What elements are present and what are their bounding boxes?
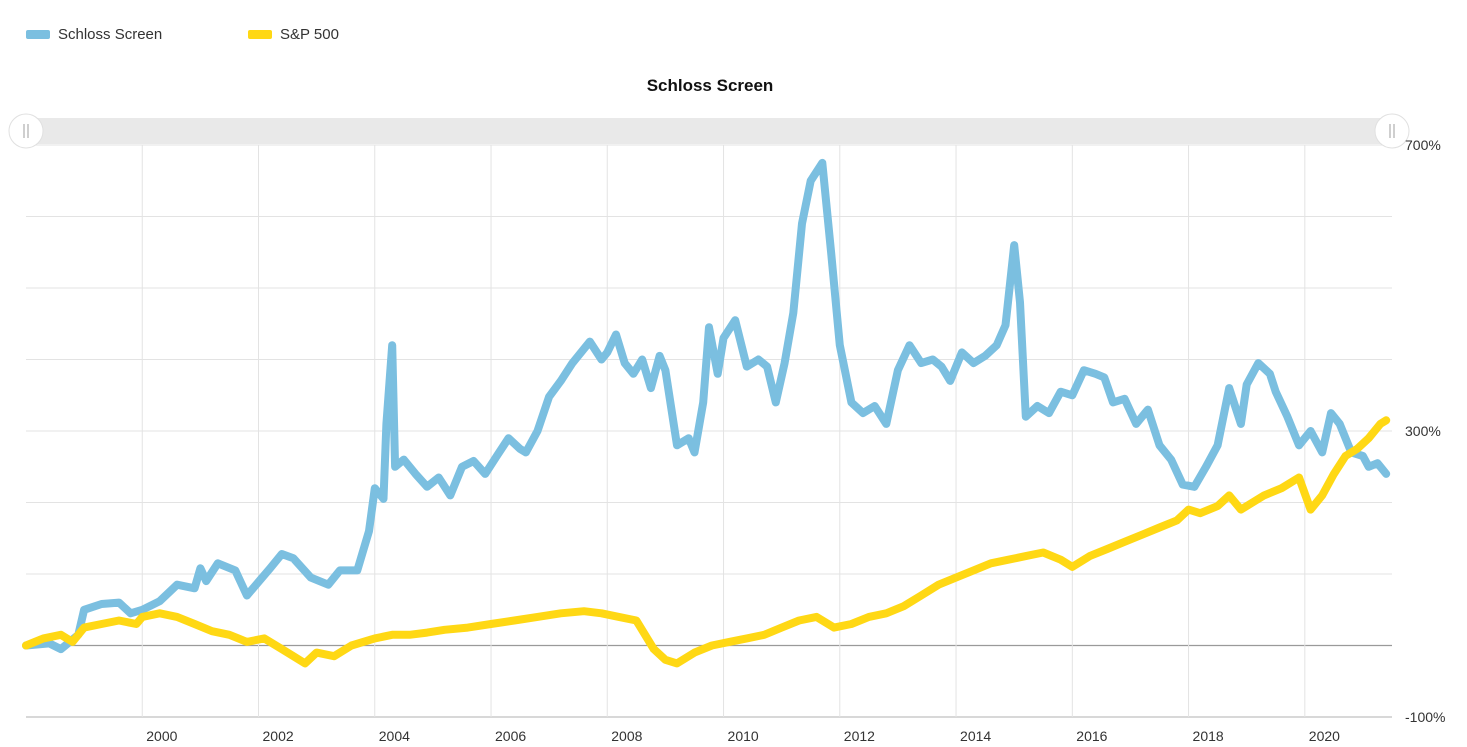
chart-legend: Schloss Screen S&P 500 <box>26 26 339 43</box>
x-tick-label: 2000 <box>146 728 177 744</box>
legend-swatch-schloss-screen <box>26 30 50 39</box>
x-tick-label: 2006 <box>495 728 526 744</box>
x-tick-label: 2004 <box>379 728 410 744</box>
x-tick-label: 2018 <box>1193 728 1224 744</box>
range-selector-track[interactable] <box>26 118 1392 144</box>
range-handle-right[interactable] <box>1374 113 1410 149</box>
range-handle-knob[interactable] <box>8 113 44 149</box>
series-line-schloss-screen[interactable] <box>22 158 1391 654</box>
y-tick-label: 700% <box>1405 137 1441 153</box>
range-handle-knob[interactable] <box>1374 113 1410 149</box>
x-tick-label: 2008 <box>611 728 642 744</box>
x-tick-label: 2020 <box>1309 728 1340 744</box>
x-tick-label: 2010 <box>728 728 759 744</box>
legend-swatch-sp500 <box>248 30 272 39</box>
legend-label-schloss-screen: Schloss Screen <box>58 26 163 43</box>
axis-labels: 2000 2002 2004 2006 2008 2010 2012 2014 2016 2018… <box>146 137 1445 744</box>
range-handle-left[interactable] <box>8 113 44 149</box>
x-tick-label: 2002 <box>263 728 294 744</box>
chart-title: Schloss Screen <box>646 76 774 95</box>
x-tick-label: 2016 <box>1076 728 1107 744</box>
range-selector <box>8 113 1410 149</box>
legend-item-sp500[interactable]: S&P 500 <box>248 26 339 43</box>
x-tick-label: 2014 <box>960 728 991 744</box>
legend-label-sp500: S&P 500 <box>280 26 339 43</box>
y-tick-label: 300% <box>1405 423 1441 439</box>
series-layer <box>22 158 1391 668</box>
y-tick-label: -100% <box>1405 709 1445 725</box>
x-tick-label: 2012 <box>844 728 875 744</box>
legend-item-schloss-screen[interactable]: Schloss Screen <box>26 26 248 43</box>
series-line-sp500[interactable] <box>22 416 1391 668</box>
